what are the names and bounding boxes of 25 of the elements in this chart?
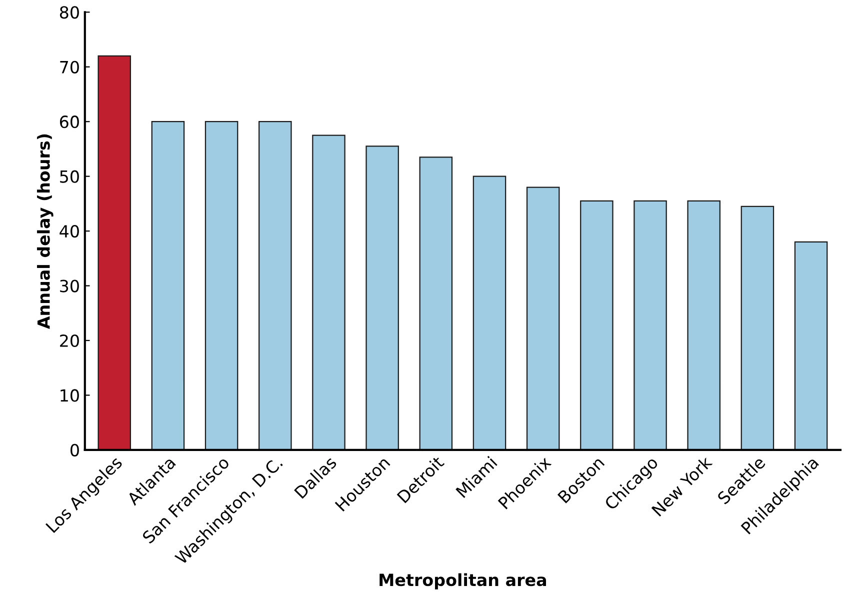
bar <box>204 121 238 450</box>
y-tick-label: 20 <box>60 334 79 348</box>
bar <box>794 241 828 450</box>
y-tick-label: 50 <box>60 170 79 183</box>
bar <box>634 200 667 450</box>
bar <box>258 121 292 450</box>
bar <box>472 176 506 450</box>
y-tick-label: 40 <box>60 225 79 238</box>
bar <box>526 186 560 450</box>
bar <box>580 200 614 450</box>
y-tick-label: 0 <box>70 444 79 456</box>
y-axis-title: Annual delay (hours) <box>37 134 54 330</box>
bar <box>312 134 346 450</box>
y-tick-label: 80 <box>60 6 79 19</box>
bar <box>419 156 453 450</box>
bar <box>740 206 774 450</box>
bar <box>366 146 399 450</box>
y-tick-label: 10 <box>60 389 79 402</box>
y-tick-label: 60 <box>60 116 79 128</box>
bar <box>98 55 132 450</box>
y-tick-label: 70 <box>60 60 79 74</box>
y-tick-label: 30 <box>60 280 79 292</box>
x-axis-title: Metropolitan area <box>380 573 546 590</box>
bar <box>687 200 720 450</box>
bar <box>151 121 185 450</box>
